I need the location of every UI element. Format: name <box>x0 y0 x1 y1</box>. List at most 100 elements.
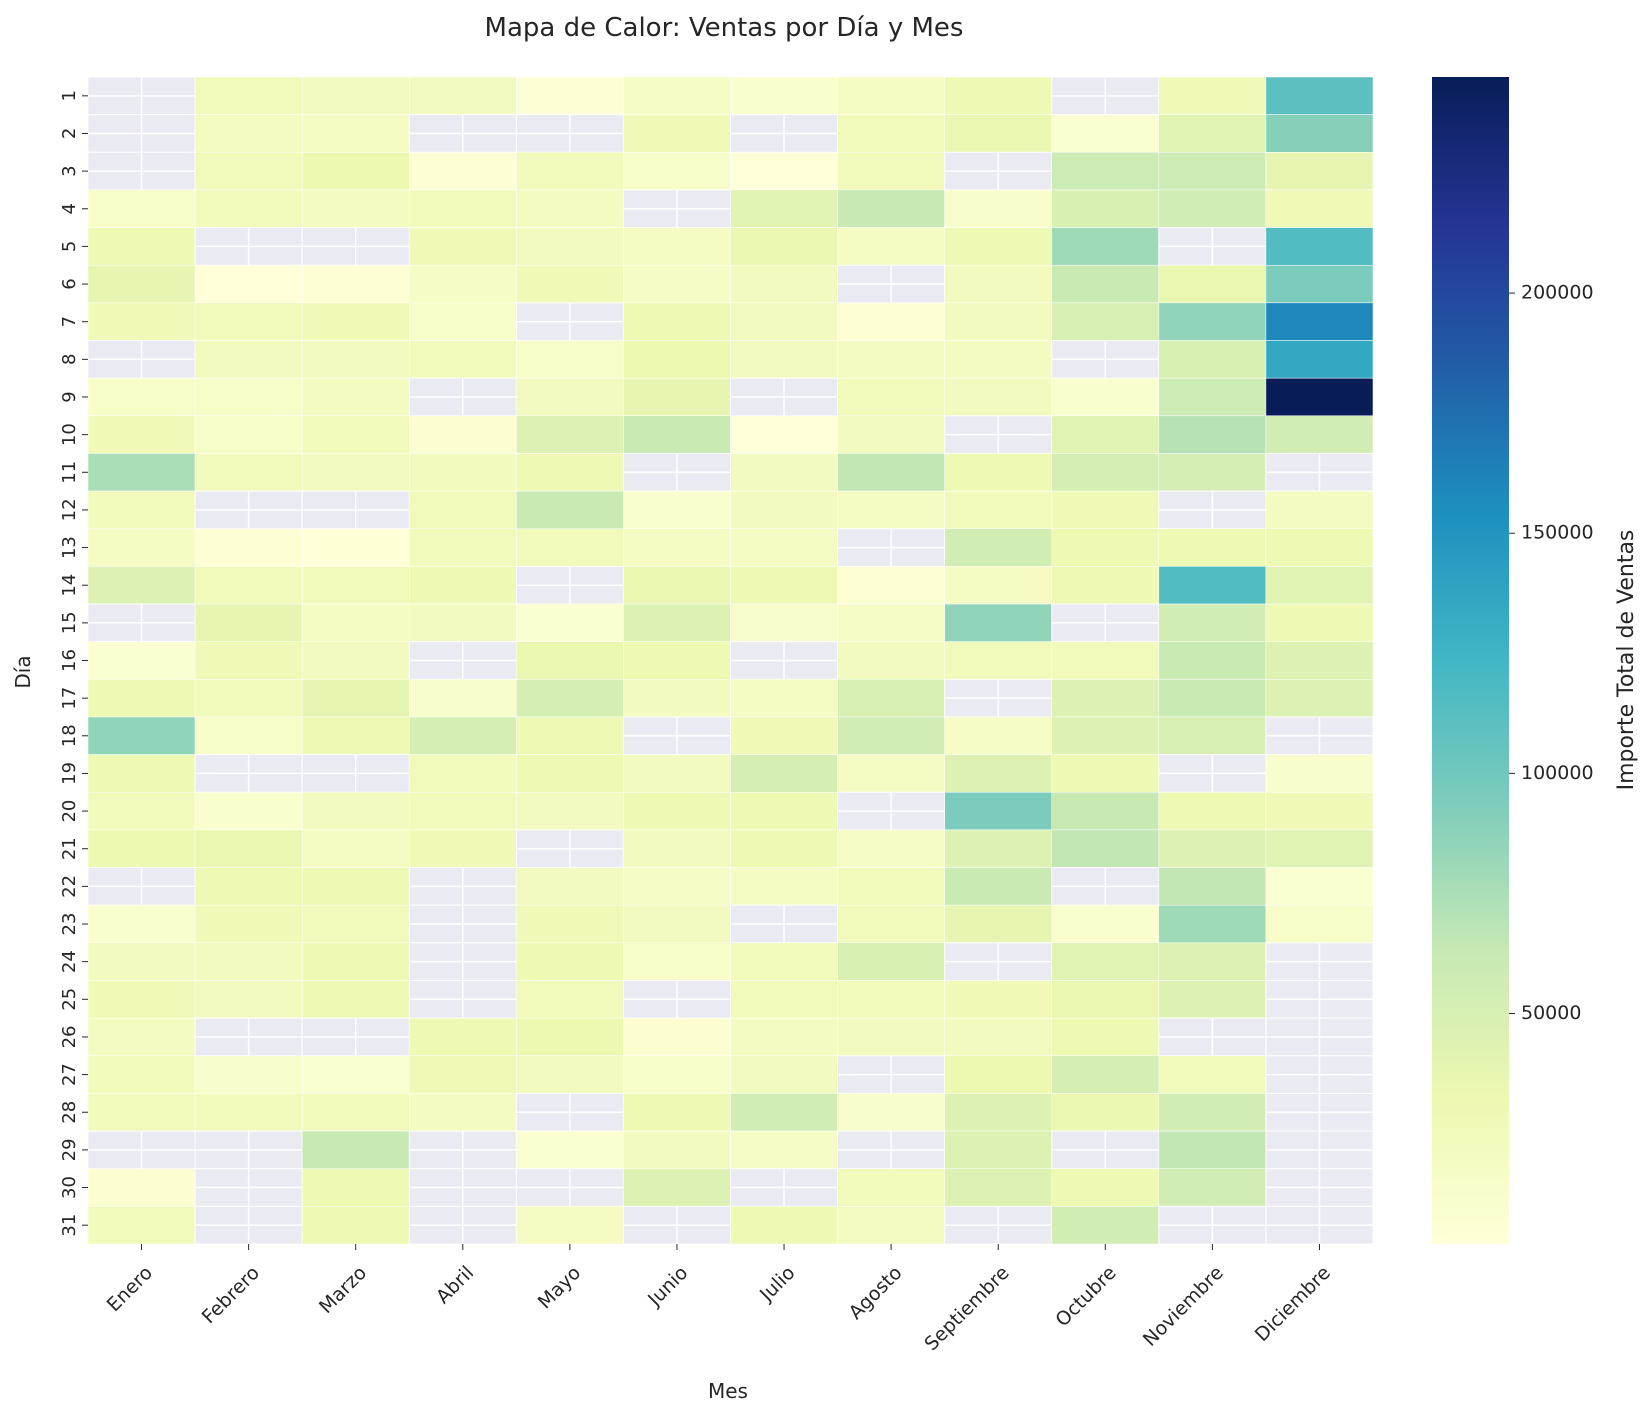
heatmap-cell <box>623 1093 731 1132</box>
colorbar-tick-label: 200000 <box>1521 282 1594 304</box>
heatmap-cell <box>1158 980 1267 1019</box>
heatmap-cell <box>837 1093 945 1132</box>
heatmap-cell <box>1265 867 1374 906</box>
heatmap-cell <box>1265 152 1374 191</box>
missing-cell-grid <box>195 227 303 266</box>
missing-cell-grid <box>1051 77 1159 115</box>
heatmap-cell <box>837 490 945 529</box>
x-tick-label: Junio <box>643 1262 692 1311</box>
heatmap-cell <box>1265 227 1374 266</box>
heatmap-cell <box>301 377 410 417</box>
heatmap-cell <box>409 792 517 831</box>
heatmap-cell <box>516 1206 624 1245</box>
y-tick-label: 6 <box>59 278 80 289</box>
heatmap-cell <box>623 942 731 981</box>
heatmap-cell <box>409 1093 517 1132</box>
heatmap-cell <box>409 302 517 341</box>
heatmap-cell <box>87 829 196 868</box>
missing-cell-grid <box>302 1018 410 1056</box>
heatmap-cell <box>730 490 838 529</box>
heatmap-cell <box>730 189 838 228</box>
heatmap-cell <box>837 754 945 793</box>
y-tick-label: 19 <box>59 762 80 785</box>
heatmap-cell <box>623 377 731 417</box>
heatmap-cell <box>623 152 731 191</box>
missing-cell-grid <box>837 1055 945 1094</box>
missing-cell-grid <box>88 77 196 115</box>
heatmap-cell <box>1158 152 1267 191</box>
x-tick-label: Febrero <box>198 1262 264 1328</box>
heatmap-cell <box>1051 264 1160 304</box>
y-tick-label: 2 <box>59 128 80 139</box>
missing-cell-grid <box>730 378 838 416</box>
heatmap-cell <box>944 114 1053 153</box>
heatmap-cell <box>1158 114 1267 153</box>
missing-cell-grid <box>409 114 517 153</box>
heatmap-cell <box>944 603 1053 642</box>
heatmap-cell <box>730 227 838 266</box>
heatmap-cell <box>1158 641 1267 680</box>
heatmap-cell <box>944 490 1053 529</box>
heatmap-cell <box>730 566 838 605</box>
heatmap-cell <box>1265 904 1374 944</box>
heatmap-cell <box>409 528 517 567</box>
missing-cell-grid <box>409 1131 517 1169</box>
heatmap-cell <box>301 528 410 567</box>
heatmap-cell <box>1051 189 1160 228</box>
heatmap-cell <box>87 942 196 981</box>
heatmap-cell <box>1265 340 1374 379</box>
missing-cell-grid <box>195 1168 303 1207</box>
heatmap-cell <box>301 679 410 718</box>
y-tick-label: 13 <box>59 536 80 559</box>
heatmap-cell <box>1051 415 1160 454</box>
heatmap-cell <box>837 76 945 115</box>
heatmap-cell <box>730 1093 838 1132</box>
missing-cell-grid <box>88 340 196 379</box>
heatmap-cell <box>194 76 303 115</box>
missing-cell-grid <box>88 152 196 190</box>
heatmap-cell <box>730 942 838 981</box>
heatmap-cell <box>1051 1093 1160 1132</box>
heatmap-cell <box>409 415 517 454</box>
heatmap-cell <box>1158 415 1267 454</box>
colorbar-ticks: 50000 100000 150000 200000 <box>1509 282 1594 1024</box>
missing-cell-grid <box>1051 604 1159 642</box>
heatmap-cell <box>301 415 410 454</box>
heatmap-cell <box>1265 377 1374 417</box>
heatmap-cell <box>194 1055 303 1094</box>
heatmap-cell <box>730 302 838 341</box>
heatmap-cell <box>1051 566 1160 605</box>
x-tick-label: Julio <box>755 1262 799 1306</box>
heatmap-cell <box>87 904 196 944</box>
heatmap-cell <box>1158 377 1267 417</box>
y-tick-label: 8 <box>59 354 80 365</box>
heatmap-cell <box>730 453 838 492</box>
missing-cell-grid <box>195 1018 303 1056</box>
x-axis-ticks: Enero Febrero Marzo Abril Mayo Junio Julio Agos… <box>103 1244 1335 1355</box>
heatmap-cell <box>837 189 945 228</box>
x-tick-label: Octubre <box>1051 1262 1120 1331</box>
heatmap-cell <box>87 1093 196 1132</box>
missing-cell-grid <box>1265 1206 1373 1244</box>
missing-cell-grid <box>944 1206 1052 1244</box>
heatmap-cell <box>194 904 303 944</box>
heatmap-cell <box>301 792 410 831</box>
heatmap-cell <box>516 603 624 642</box>
x-tick-label: Diciembre <box>1251 1262 1335 1346</box>
colorbar-tick-label: 150000 <box>1521 522 1594 544</box>
missing-cell-grid <box>1051 867 1159 906</box>
heatmap-cell <box>409 754 517 793</box>
heatmap-cell <box>944 792 1053 831</box>
heatmap-cell <box>194 152 303 191</box>
heatmap-cell <box>944 1055 1053 1094</box>
heatmap-cell <box>301 1168 410 1207</box>
heatmap-cell <box>837 867 945 906</box>
missing-cell-grid <box>516 114 624 153</box>
heatmap-cell <box>301 340 410 379</box>
missing-cell-grid <box>944 942 1052 981</box>
heatmap-cell <box>1265 302 1374 341</box>
heatmap-cell <box>944 641 1053 680</box>
heatmap-cell <box>87 415 196 454</box>
heatmap-cell <box>516 264 624 304</box>
